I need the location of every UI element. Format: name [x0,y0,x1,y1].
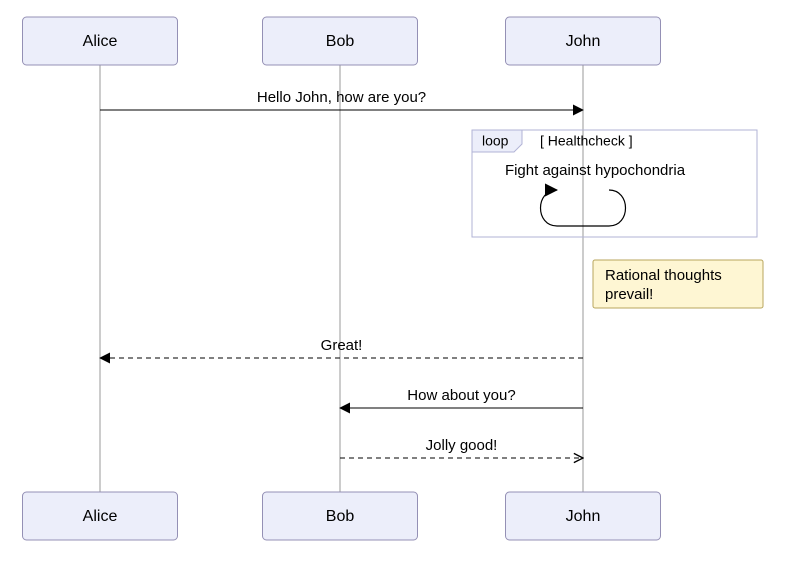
actor-label-bob: Bob [326,33,355,50]
actor-alice-bottom: Alice [23,492,178,540]
message-label-m1: Hello John, how are you? [257,89,426,106]
sequence-diagram: Alice Bob John Alice Bob John Hello John, how … [0,0,800,563]
actor-label-alice: Alice [83,508,118,525]
actor-bob-bottom: Bob [263,492,418,540]
message-label-m2: Great! [321,337,363,354]
actor-label-john: John [566,33,601,50]
actor-label-bob: Bob [326,508,355,525]
actor-john-top: John [506,17,661,65]
actor-alice-top: Alice [23,17,178,65]
message-label-m4: Jolly good! [426,437,498,454]
note-line-0: Rational thoughts [605,267,722,284]
actor-label-john: John [566,508,601,525]
loop-self-message-label: Fight against hypochondria [505,162,686,179]
loop-tag-label: loop [482,133,509,149]
actor-label-alice: Alice [83,33,118,50]
actor-bob-top: Bob [263,17,418,65]
loop-title: [ Healthcheck ] [540,133,633,149]
note-line-1: prevail! [605,286,653,303]
actor-john-bottom: John [506,492,661,540]
message-label-m3: How about you? [407,387,515,404]
